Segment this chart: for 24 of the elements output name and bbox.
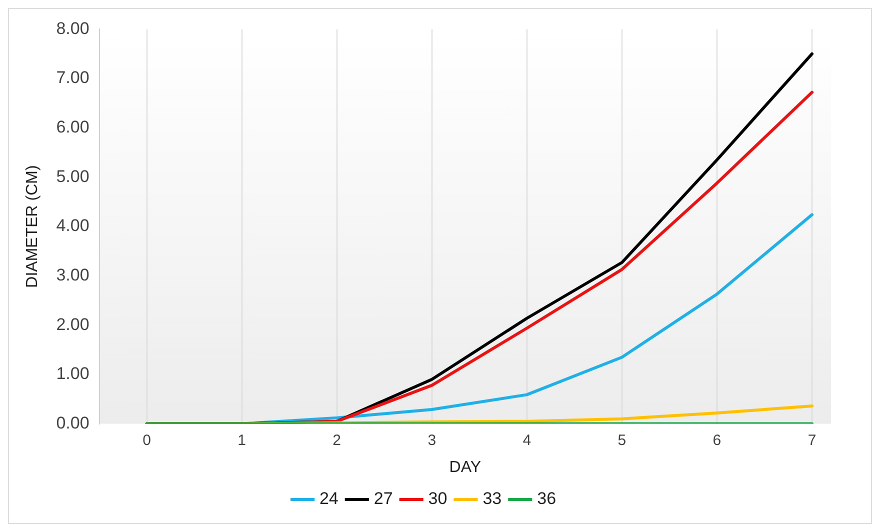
x-tick-label: 5: [618, 432, 626, 449]
y-tick-label: 3.00: [56, 266, 90, 285]
y-tick-label: 4.00: [56, 216, 90, 236]
x-tick-label: 3: [428, 432, 436, 449]
y-tick-label: 6.00: [56, 118, 90, 137]
x-axis-title: DAY: [449, 458, 482, 476]
x-tick-label: 2: [332, 432, 342, 449]
y-tick-label: 8.00: [56, 18, 90, 38]
legend-label: 33: [482, 489, 502, 508]
x-tick-label: 4: [522, 432, 532, 449]
y-tick-label: 0.00: [56, 413, 90, 432]
y-tick-label: 5.00: [56, 166, 90, 186]
x-tick-label: 1: [238, 432, 246, 449]
x-tick-label: 0: [142, 432, 151, 449]
legend-label: 36: [537, 489, 556, 508]
legend-label: 24: [319, 489, 338, 508]
y-axis-title: DIAMETER (CM): [24, 165, 42, 288]
x-tick-label: 6: [712, 432, 722, 449]
legend-label: 27: [374, 489, 393, 508]
legend-label: 30: [428, 489, 448, 508]
x-tick-label: 7: [808, 432, 816, 449]
y-tick-label: 1.00: [56, 364, 90, 384]
y-tick-label: 7.00: [56, 68, 90, 88]
y-tick-label: 2.00: [56, 314, 90, 334]
